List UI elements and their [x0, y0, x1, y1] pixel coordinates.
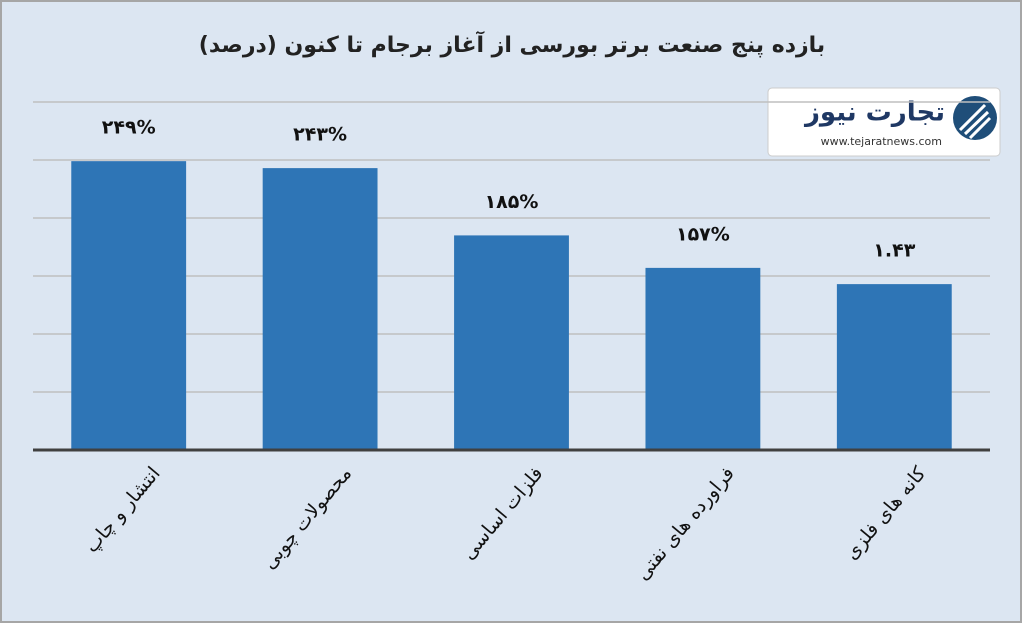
bar: [645, 267, 761, 450]
chart-title: بازده پنج صنعت برتر بورسی از آغاز برجام …: [199, 30, 825, 58]
value-label: ۱.۴۳: [873, 240, 915, 262]
bar: [836, 284, 952, 450]
bar: [262, 168, 378, 450]
logo-icon-lines: [958, 103, 992, 140]
bar: [71, 161, 187, 450]
value-label: ۱۸۵%: [485, 191, 539, 213]
value-label: ۱۵۷%: [676, 223, 730, 245]
logo-icon: [953, 96, 997, 140]
bar: [454, 235, 569, 450]
value-label: ۲۴۹%: [102, 117, 156, 139]
logo: تجارت نیوز www.tejaratnews.com: [767, 87, 1001, 157]
logo-url: www.tejaratnews.com: [821, 135, 942, 148]
value-label: ۲۴۳%: [293, 124, 347, 146]
logo-box: [767, 87, 1001, 157]
